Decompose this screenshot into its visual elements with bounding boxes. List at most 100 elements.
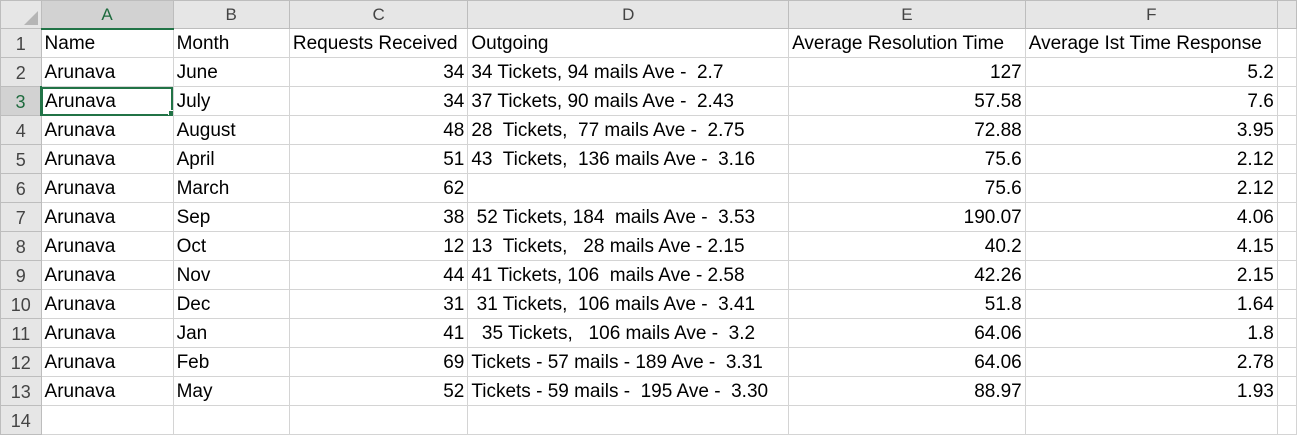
cell-outgoing[interactable]: 35 Tickets, 106 mails Ave - 3.2 bbox=[467, 318, 790, 348]
cell-requests[interactable]: 62 bbox=[288, 173, 469, 203]
cell-name[interactable]: Arunava bbox=[40, 173, 174, 203]
column-header-a[interactable]: A bbox=[40, 0, 174, 30]
row-header[interactable]: 9 bbox=[0, 260, 42, 290]
cell-month[interactable]: Jan bbox=[172, 318, 290, 348]
cell-name[interactable]: Arunava bbox=[40, 318, 174, 348]
cell-avg-first-response[interactable]: 1.93 bbox=[1024, 376, 1278, 406]
cell-avg-first-response[interactable]: 2.15 bbox=[1024, 260, 1278, 290]
cell-avg-first-response[interactable]: 1.8 bbox=[1024, 318, 1278, 348]
cell-avg-first-response[interactable]: 2.12 bbox=[1024, 144, 1278, 174]
cell-outgoing-header[interactable]: Outgoing bbox=[467, 28, 790, 58]
cell-requests[interactable]: 12 bbox=[288, 231, 469, 261]
cell-outgoing[interactable]: 13 Tickets, 28 mails Ave - 2.15 bbox=[467, 231, 790, 261]
cell-empty[interactable] bbox=[1276, 318, 1297, 348]
cell-avg-resolution[interactable]: 64.06 bbox=[788, 318, 1026, 348]
cell-outgoing[interactable]: 41 Tickets, 106 mails Ave - 2.58 bbox=[467, 260, 790, 290]
row-header[interactable]: 7 bbox=[0, 202, 42, 232]
column-header-c[interactable]: C bbox=[288, 0, 469, 29]
cell-month[interactable]: August bbox=[172, 115, 290, 145]
cell-name[interactable]: Arunava bbox=[40, 289, 174, 319]
cell-name[interactable]: Arunava bbox=[40, 376, 174, 406]
column-header-e[interactable]: E bbox=[788, 0, 1026, 29]
cell-avg-resolution[interactable]: 42.26 bbox=[788, 260, 1026, 290]
row-header[interactable]: 5 bbox=[0, 144, 42, 174]
cell-requests[interactable]: 34 bbox=[288, 57, 469, 87]
row-header[interactable]: 13 bbox=[0, 376, 42, 406]
cell-avg-first-response[interactable]: 2.12 bbox=[1024, 173, 1278, 203]
cell-outgoing[interactable]: 34 Tickets, 94 mails Ave - 2.7 bbox=[467, 57, 790, 87]
cell-month[interactable]: Oct bbox=[172, 231, 290, 261]
row-header[interactable]: 2 bbox=[0, 57, 42, 87]
cell-empty[interactable] bbox=[1276, 173, 1297, 203]
cell-empty[interactable] bbox=[1276, 376, 1297, 406]
row-header[interactable]: 8 bbox=[0, 231, 42, 261]
cell-empty[interactable] bbox=[1276, 347, 1297, 377]
cell-requests[interactable]: 51 bbox=[288, 144, 469, 174]
cell-name[interactable]: Arunava bbox=[40, 202, 174, 232]
cell-empty[interactable] bbox=[1276, 260, 1297, 290]
cell-requests[interactable]: 69 bbox=[288, 347, 469, 377]
cell-requests[interactable]: 44 bbox=[288, 260, 469, 290]
cell-requests[interactable]: 34 bbox=[288, 86, 469, 116]
cell-empty[interactable] bbox=[1276, 28, 1297, 58]
cell-avg-resolution[interactable]: 75.6 bbox=[788, 173, 1026, 203]
cell-empty[interactable] bbox=[1276, 202, 1297, 232]
cell-month[interactable]: June bbox=[172, 57, 290, 87]
row-header[interactable]: 1 bbox=[0, 28, 42, 58]
cell-month-header[interactable]: Month bbox=[172, 28, 290, 58]
cell-avg-resolution[interactable]: 72.88 bbox=[788, 115, 1026, 145]
cell-outgoing[interactable]: Tickets - 59 mails - 195 Ave - 3.30 bbox=[467, 376, 790, 406]
selected-cell[interactable]: Arunava bbox=[40, 86, 174, 116]
cell-empty[interactable] bbox=[40, 405, 174, 435]
cell-month[interactable]: Feb bbox=[172, 347, 290, 377]
cell-empty[interactable] bbox=[1276, 289, 1297, 319]
cell-requests[interactable]: 52 bbox=[288, 376, 469, 406]
cell-empty[interactable] bbox=[288, 405, 469, 435]
cell-empty[interactable] bbox=[1024, 405, 1278, 435]
cell-avg-resolution[interactable]: 40.2 bbox=[788, 231, 1026, 261]
cell-outgoing[interactable]: 37 Tickets, 90 mails Ave - 2.43 bbox=[467, 86, 790, 116]
cell-name-header[interactable]: Name bbox=[40, 28, 174, 58]
cell-avg-first-response[interactable]: 5.2 bbox=[1024, 57, 1278, 87]
row-header[interactable]: 6 bbox=[0, 173, 42, 203]
cell-avg-first-response-header[interactable]: Average Ist Time Response bbox=[1024, 28, 1278, 58]
cell-requests[interactable]: 38 bbox=[288, 202, 469, 232]
cell-name[interactable]: Arunava bbox=[40, 347, 174, 377]
cell-outgoing[interactable]: Tickets - 57 mails - 189 Ave - 3.31 bbox=[467, 347, 790, 377]
cell-requests[interactable]: 31 bbox=[288, 289, 469, 319]
cell-outgoing[interactable]: 31 Tickets, 106 mails Ave - 3.41 bbox=[467, 289, 790, 319]
cell-avg-resolution[interactable]: 88.97 bbox=[788, 376, 1026, 406]
cell-month[interactable]: April bbox=[172, 144, 290, 174]
cell-outgoing[interactable] bbox=[467, 173, 790, 203]
cell-avg-first-response[interactable]: 4.15 bbox=[1024, 231, 1278, 261]
cell-month[interactable]: May bbox=[172, 376, 290, 406]
cell-avg-resolution[interactable]: 64.06 bbox=[788, 347, 1026, 377]
cell-avg-first-response[interactable]: 1.64 bbox=[1024, 289, 1278, 319]
cell-month[interactable]: Sep bbox=[172, 202, 290, 232]
cell-outgoing[interactable]: 28 Tickets, 77 mails Ave - 2.75 bbox=[467, 115, 790, 145]
cell-avg-resolution-header[interactable]: Average Resolution Time bbox=[788, 28, 1026, 58]
cell-outgoing[interactable]: 43 Tickets, 136 mails Ave - 3.16 bbox=[467, 144, 790, 174]
cell-month[interactable]: Nov bbox=[172, 260, 290, 290]
column-header-d[interactable]: D bbox=[467, 0, 790, 29]
cell-empty[interactable] bbox=[1276, 57, 1297, 87]
cell-name[interactable]: Arunava bbox=[40, 57, 174, 87]
cell-name[interactable]: Arunava bbox=[40, 144, 174, 174]
row-header[interactable]: 3 bbox=[0, 86, 43, 116]
select-all-button[interactable] bbox=[0, 0, 42, 29]
cell-avg-resolution[interactable]: 51.8 bbox=[788, 289, 1026, 319]
row-header[interactable]: 10 bbox=[0, 289, 42, 319]
cell-empty[interactable] bbox=[1276, 405, 1297, 435]
cell-month[interactable]: March bbox=[172, 173, 290, 203]
cell-month[interactable]: July bbox=[172, 86, 290, 116]
cell-avg-first-response[interactable]: 7.6 bbox=[1024, 86, 1278, 116]
row-header[interactable]: 14 bbox=[0, 405, 42, 435]
column-header-b[interactable]: B bbox=[172, 0, 290, 29]
cell-empty[interactable] bbox=[788, 405, 1026, 435]
cell-avg-resolution[interactable]: 75.6 bbox=[788, 144, 1026, 174]
fill-handle[interactable] bbox=[167, 110, 173, 115]
cell-avg-first-response[interactable]: 3.95 bbox=[1024, 115, 1278, 145]
cell-empty[interactable] bbox=[172, 405, 290, 435]
cell-outgoing[interactable]: 52 Tickets, 184 mails Ave - 3.53 bbox=[467, 202, 790, 232]
cell-name[interactable]: Arunava bbox=[40, 231, 174, 261]
